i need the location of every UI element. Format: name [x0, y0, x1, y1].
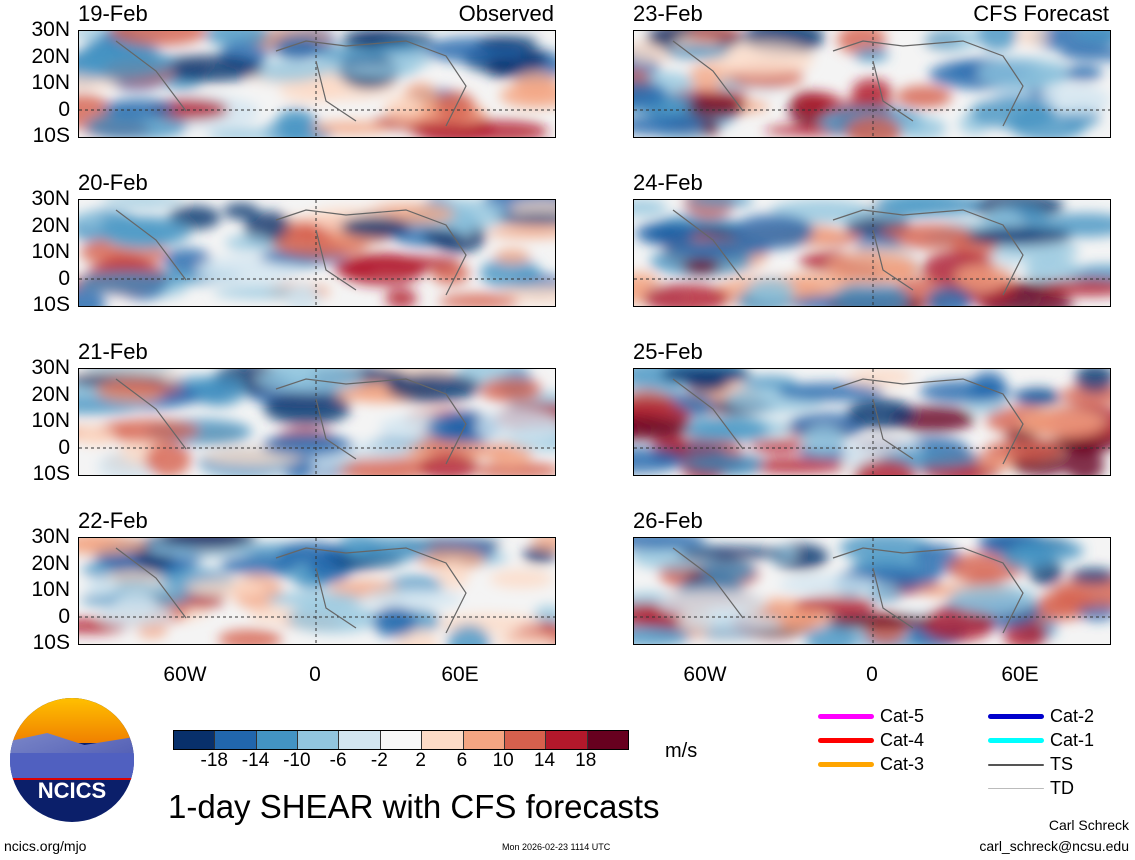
lat-label: 10S [32, 631, 70, 654]
lat-label: 20N [31, 382, 70, 406]
legend-label: Cat-2 [1050, 706, 1095, 726]
lat-label: 20N [31, 551, 70, 575]
colorbar-swatch [422, 731, 464, 749]
lat-label: 0 [58, 266, 70, 290]
colorbar-label: -6 [329, 750, 347, 771]
lon-label: 0 [866, 663, 878, 686]
colorbar-label: 2 [415, 750, 426, 771]
ncics-logo: NCICS [10, 698, 134, 822]
lat-label: 30N [31, 18, 70, 41]
track-legend-item: Cat-1 [988, 730, 1094, 751]
colorbar-label: 6 [456, 750, 468, 771]
figure-title: 1-day SHEAR with CFS forecasts [168, 788, 660, 825]
panel-date: 24-Feb [633, 170, 703, 195]
legend-label: Cat-1 [1050, 730, 1095, 750]
lat-label: 10S [32, 124, 70, 147]
colorbar-label: 18 [575, 750, 597, 771]
track-line-icon [988, 738, 1044, 743]
panel-date: 22-Feb [78, 508, 148, 533]
colorbar-label: -2 [370, 750, 388, 771]
colorbar [173, 730, 629, 750]
lat-label: 20N [31, 44, 70, 68]
lat-label: 30N [31, 187, 70, 210]
shear-map-panel [78, 537, 556, 645]
lat-label: 30N [31, 356, 70, 379]
shear-map-panel [78, 199, 556, 307]
colorbar-swatch [215, 731, 257, 749]
shear-map-panel [633, 199, 1111, 307]
colorbar-swatch [546, 731, 588, 749]
panel-date: 25-Feb [633, 339, 703, 364]
legend-label: TS [1050, 754, 1074, 774]
footer-url[interactable]: ncics.org/mjo [4, 838, 87, 854]
colorbar-swatch [380, 731, 423, 749]
lon-label: 60E [441, 663, 479, 686]
colorbar-label: -18 [200, 750, 228, 771]
colorbar-swatch [339, 731, 381, 749]
lat-label: 10N [31, 409, 70, 432]
colorbar-label: -14 [241, 750, 270, 771]
lat-label: 0 [58, 604, 70, 628]
lat-label: 10S [32, 462, 70, 485]
logo-text: NCICS [37, 778, 107, 803]
shear-map-panel [633, 30, 1111, 138]
footer-email: carl_schreck@ncsu.edu [979, 838, 1129, 854]
lon-label: 60W [683, 663, 727, 686]
lat-label: 10S [32, 293, 70, 316]
track-legend-item: Cat-4 [818, 730, 924, 751]
colorbar-swatch [463, 731, 505, 749]
colorbar-swatch [587, 731, 628, 749]
colorbar-swatch [504, 731, 547, 749]
track-line-icon [818, 714, 874, 719]
track-legend-item: TS [988, 754, 1073, 775]
lat-label: 30N [31, 525, 70, 548]
track-legend-item: Cat-2 [988, 706, 1094, 727]
lat-label: 0 [58, 97, 70, 121]
colorbar-label: -10 [283, 750, 311, 771]
panel-date: 19-Feb [78, 1, 148, 26]
shear-map-panel [633, 368, 1111, 476]
colorbar-swatch [298, 731, 340, 749]
track-legend-item: Cat-5 [818, 706, 924, 727]
panel-label: CFS Forecast [973, 1, 1109, 26]
lon-label: 0 [309, 663, 321, 686]
colorbar-units: m/s [665, 740, 698, 762]
colorbar-swatch [174, 731, 216, 749]
lat-label: 10N [31, 71, 70, 94]
legend-label: TD [1050, 778, 1074, 798]
footer-timestamp: Mon 2026-02-23 1114 UTC [502, 842, 611, 852]
legend-label: Cat-5 [880, 706, 925, 726]
panel-date: 21-Feb [78, 339, 148, 364]
colorbar-swatch [256, 731, 299, 749]
panel-date: 20-Feb [78, 170, 148, 195]
shear-map-panel [633, 537, 1111, 645]
panel-date: 26-Feb [633, 508, 703, 533]
track-legend-item: TD [988, 778, 1074, 799]
panel-label: Observed [458, 1, 554, 26]
footer-author: Carl Schreck [1048, 817, 1129, 833]
lat-label: 10N [31, 578, 70, 601]
legend-label: Cat-3 [880, 754, 925, 774]
shear-map-panel [78, 30, 556, 138]
colorbar-label: 10 [492, 750, 514, 771]
panel-date: 23-Feb [633, 1, 703, 26]
track-line-icon [988, 714, 1044, 719]
colorbar-label: 14 [533, 750, 556, 771]
shear-map-panel [78, 368, 556, 476]
track-line-icon [818, 762, 874, 767]
track-line-icon [988, 763, 1044, 766]
track-line-icon [988, 788, 1044, 789]
lon-label: 60E [1001, 663, 1039, 686]
track-legend-item: Cat-3 [818, 754, 924, 775]
lat-label: 10N [31, 240, 70, 263]
lon-label: 60W [163, 663, 207, 686]
lat-label: 20N [31, 213, 70, 237]
track-line-icon [818, 738, 874, 743]
lat-label: 0 [58, 435, 70, 459]
legend-label: Cat-4 [880, 730, 925, 750]
